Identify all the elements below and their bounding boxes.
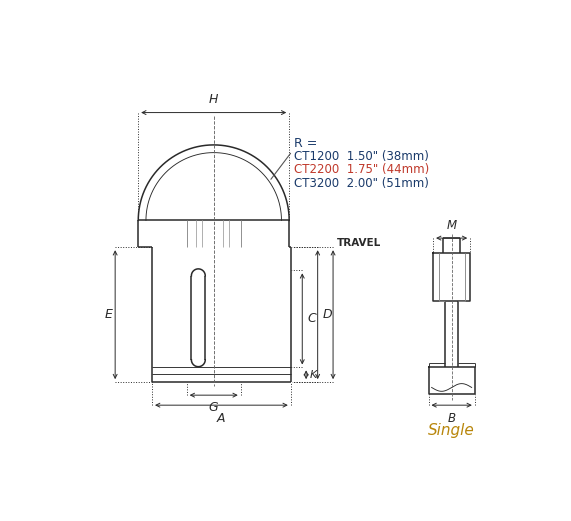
Text: C: C [308,313,316,326]
Text: A: A [217,412,226,425]
Text: CT3200  2.00" (51mm): CT3200 2.00" (51mm) [294,177,429,190]
Text: K: K [310,370,317,380]
Text: B: B [448,412,456,425]
Text: E: E [105,308,113,321]
Text: D: D [323,308,333,321]
Text: R =: R = [294,137,317,150]
Text: M: M [447,219,457,232]
Text: CT1200  1.50" (38mm): CT1200 1.50" (38mm) [294,150,429,163]
Text: H: H [209,93,218,106]
Text: G: G [209,401,219,414]
Text: TRAVEL: TRAVEL [337,238,381,247]
Text: CT2200  1.75" (44mm): CT2200 1.75" (44mm) [294,164,429,177]
Text: Single: Single [428,423,475,438]
